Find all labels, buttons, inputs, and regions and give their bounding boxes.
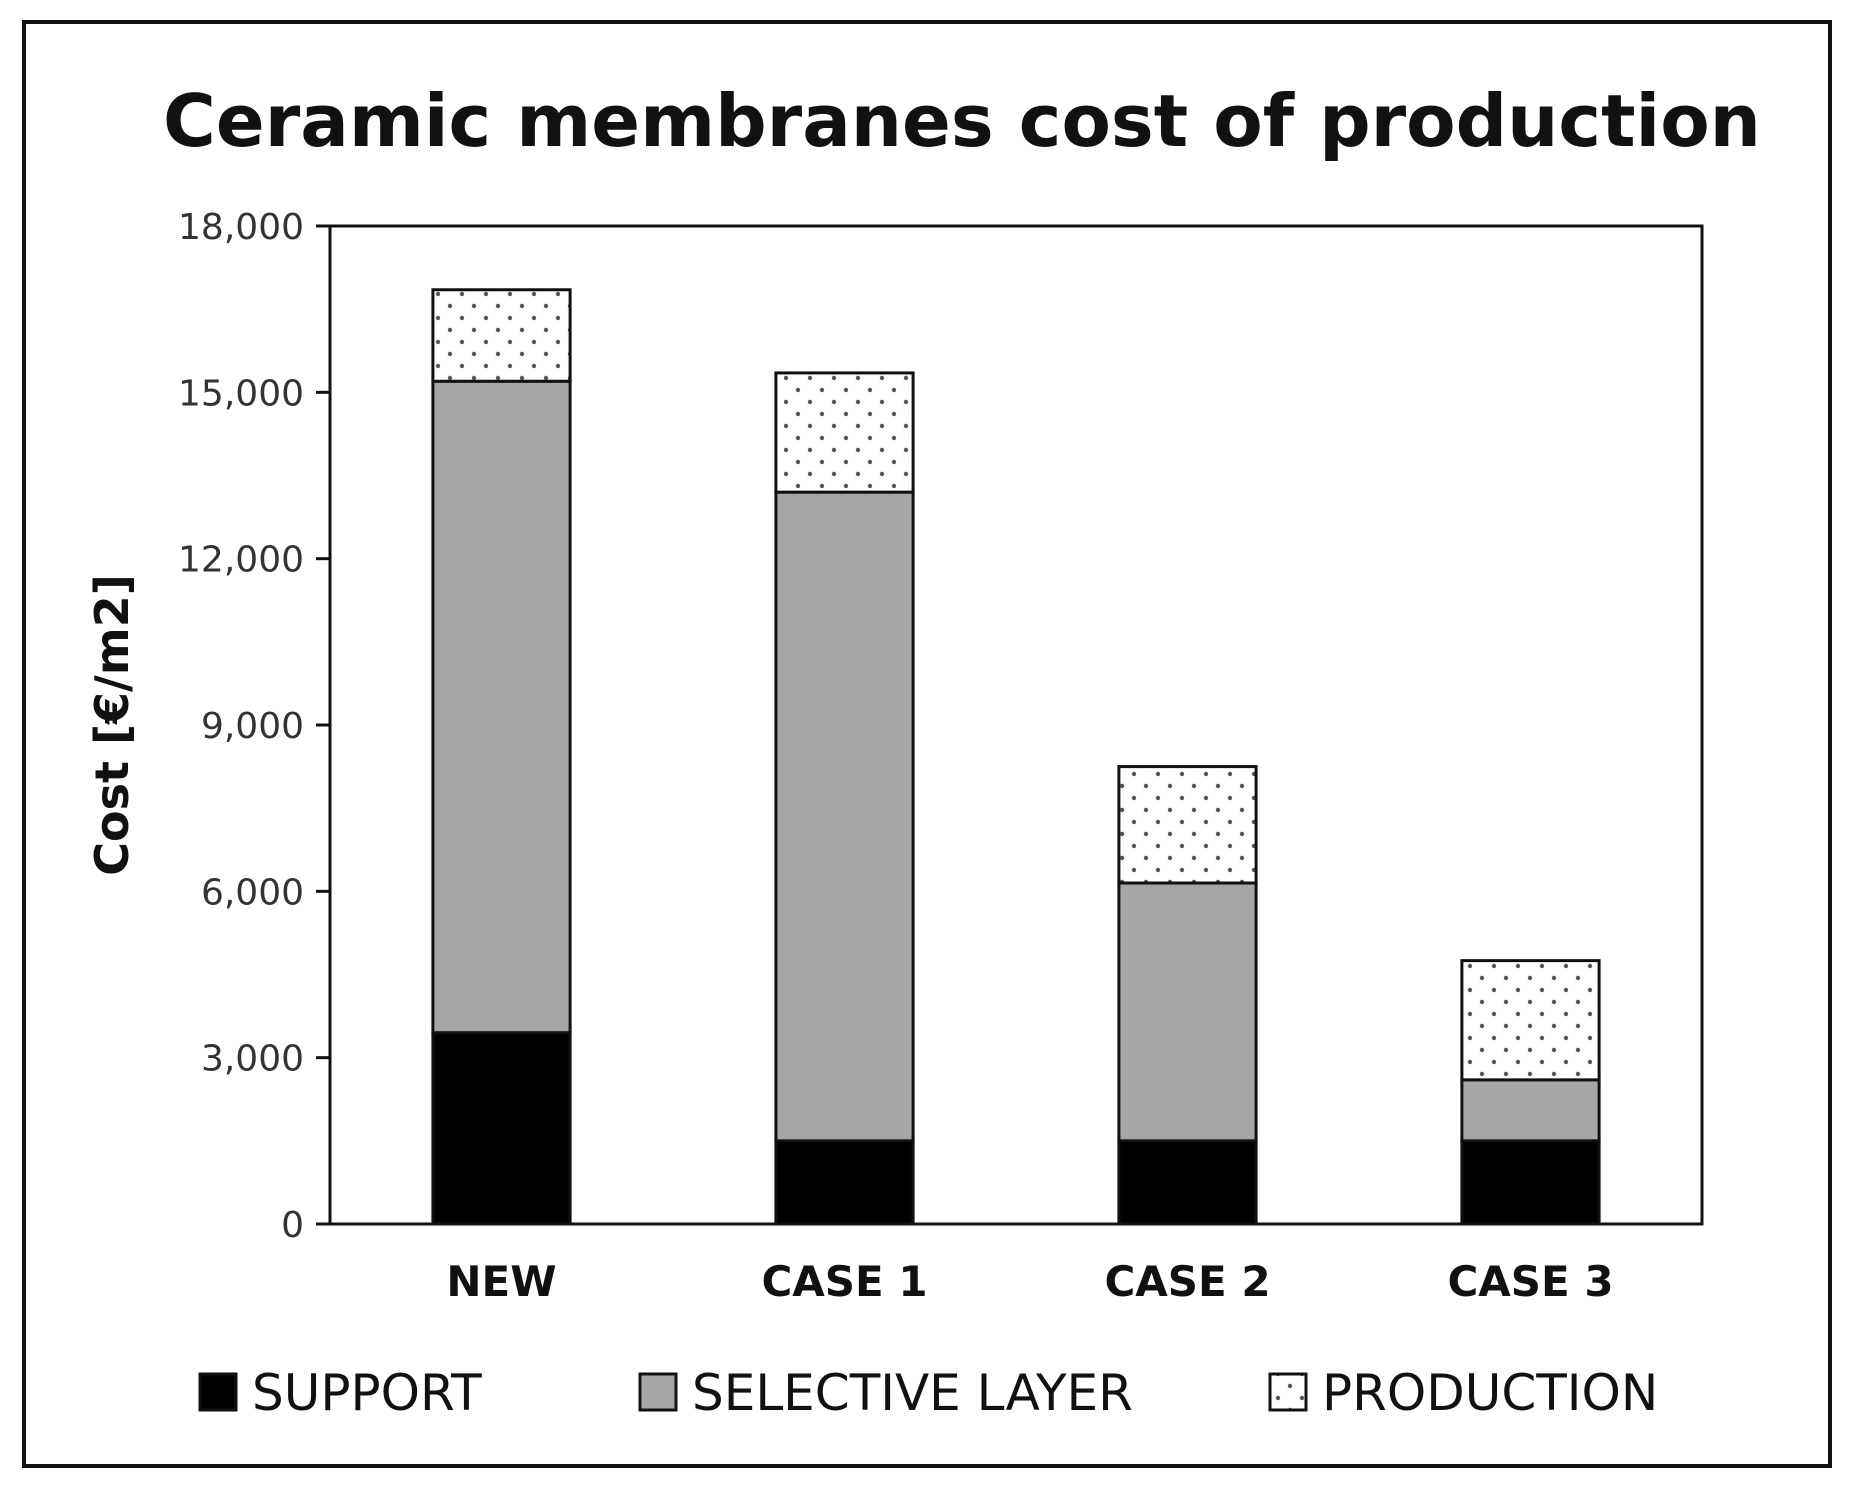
bar-production <box>1117 765 1258 885</box>
x-tick-label: NEW <box>446 1257 556 1306</box>
y-tick-label: 18,000 <box>178 207 304 248</box>
y-tick-label: 9,000 <box>201 706 304 747</box>
legend-swatch-selective-layer <box>638 1372 678 1412</box>
bar-production <box>774 371 915 494</box>
legend-swatch-production <box>1268 1372 1308 1412</box>
y-tick-label: 6,000 <box>201 872 304 913</box>
chart-title: Ceramic membranes cost of production <box>163 79 1761 163</box>
bar-support <box>431 1031 572 1226</box>
y-axis-ticks: 0 3,000 6,000 9,000 12,000 15,000 18,000 <box>178 207 330 1246</box>
legend-label-support: SUPPORT <box>252 1364 482 1422</box>
outer-border <box>22 20 1832 1468</box>
y-tick-label: 3,000 <box>201 1039 304 1080</box>
bar-selective-layer <box>431 379 572 1035</box>
bar-selective-layer <box>774 490 915 1143</box>
bar-selective-layer <box>1117 881 1258 1143</box>
y-tick-label: 15,000 <box>178 373 304 414</box>
y-axis-label: Cost [€/m2] <box>85 574 139 876</box>
legend-label-production: PRODUCTION <box>1322 1364 1658 1422</box>
y-tick-label: 0 <box>281 1205 304 1246</box>
legend: SUPPORT SELECTIVE LAYER PRODUCTION <box>198 1364 1658 1422</box>
bar-support <box>1117 1139 1258 1226</box>
x-axis-ticks: NEW CASE 1 CASE 2 CASE 3 <box>446 1257 1613 1306</box>
bar-support <box>774 1139 915 1226</box>
x-tick-label: CASE 3 <box>1447 1257 1613 1306</box>
x-tick-label: CASE 1 <box>761 1257 927 1306</box>
bar-production <box>431 288 572 383</box>
bar-support <box>1460 1139 1601 1226</box>
bars <box>431 288 1601 1226</box>
bar-selective-layer <box>1460 1078 1601 1143</box>
legend-label-selective-layer: SELECTIVE LAYER <box>692 1364 1133 1422</box>
y-tick-label: 12,000 <box>178 540 304 581</box>
x-tick-label: CASE 2 <box>1104 1257 1270 1306</box>
bar-production <box>1460 959 1601 1082</box>
legend-swatch-support <box>198 1372 238 1412</box>
